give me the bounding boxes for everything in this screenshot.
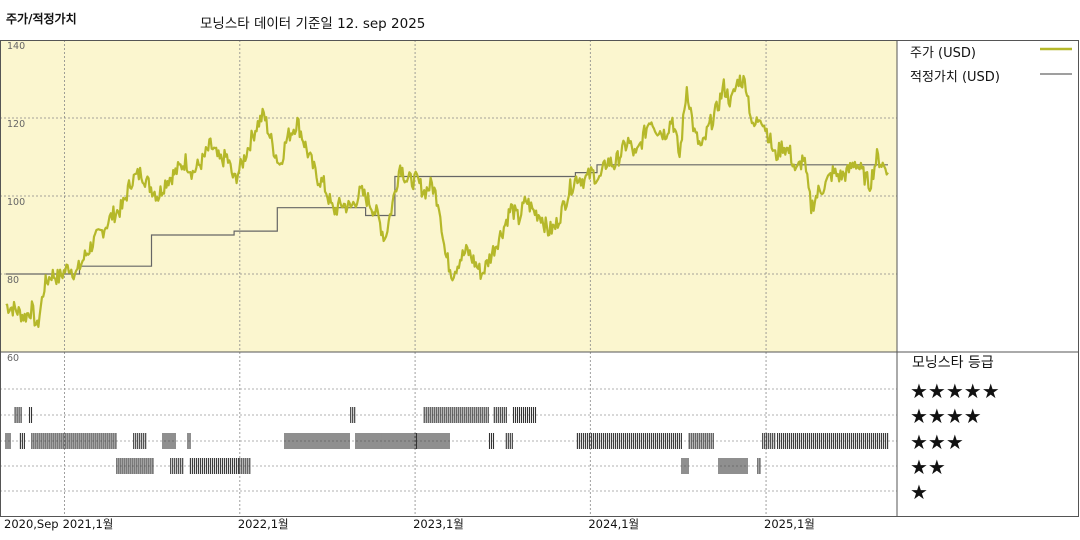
x-tick-label-0: 2020,Sep xyxy=(4,517,59,531)
rating-segment-19 xyxy=(488,433,495,449)
rating-segment-3 xyxy=(19,433,25,449)
legend-price-label: 주가 (USD) xyxy=(910,46,976,61)
rating-segment-1 xyxy=(28,407,33,423)
rating-segment-27 xyxy=(777,433,889,449)
rating-segment-25 xyxy=(757,458,761,474)
legend-fair-value-label: 적정가치 (USD) xyxy=(910,70,1000,85)
rating-2-stars: ★★ xyxy=(910,455,946,479)
rating-segment-12 xyxy=(284,433,350,449)
rating-segment-13 xyxy=(350,407,356,423)
x-tick-label-4: 2024,1월 xyxy=(588,517,639,531)
rating-3-stars: ★★★ xyxy=(910,430,964,454)
rating-segment-9 xyxy=(170,458,184,474)
rating-segment-23 xyxy=(681,458,689,474)
legend-swatches xyxy=(1040,47,1072,75)
rating-5-stars: ★★★★★ xyxy=(910,379,1000,403)
rating-segment-14 xyxy=(355,433,417,449)
rating-segment-17 xyxy=(493,407,507,423)
x-tick-label-1: 2021,1월 xyxy=(63,517,114,531)
rating-segment-6 xyxy=(162,433,176,449)
outer-frame xyxy=(0,40,1079,517)
rating-segment-10 xyxy=(189,458,239,474)
rating-4-stars: ★★★★ xyxy=(910,404,982,428)
rating-segment-15 xyxy=(416,433,450,449)
data-date-subtitle: 모닝스타 데이터 기준일 12. sep 2025 xyxy=(200,16,426,32)
axis-labels: 60 80 100 120 140 2020,Sep 2021,1월 2022,1월 2023,… xyxy=(4,41,815,531)
x-tick-label-3: 2023,1월 xyxy=(413,517,464,531)
page-title: 주가/적정가치 xyxy=(6,12,77,26)
rating-segment-5 xyxy=(133,433,147,449)
x-tick-label-2: 2022,1월 xyxy=(238,517,289,531)
rating-segment-18 xyxy=(512,407,537,423)
y-tick-label-140: 140 xyxy=(7,41,25,52)
rating-segment-21 xyxy=(576,433,682,449)
rating-history xyxy=(5,407,889,474)
rating-segment-4 xyxy=(31,433,117,449)
fair-value-series xyxy=(6,164,888,275)
rating-segment-26 xyxy=(762,433,776,449)
rating-segment-11 xyxy=(239,458,251,474)
y-tick-label-120: 120 xyxy=(7,119,25,130)
chart-frame xyxy=(0,40,1079,517)
rating-segment-7 xyxy=(187,433,191,449)
rating-segment-22 xyxy=(688,433,714,449)
rating-segment-16 xyxy=(423,407,489,423)
rating-segment-2 xyxy=(5,433,11,449)
rating-segment-24 xyxy=(718,458,748,474)
y-tick-label-100: 100 xyxy=(7,197,25,208)
y-tick-label-60: 60 xyxy=(7,353,19,364)
fair-value-line xyxy=(6,164,888,275)
rating-segment-8 xyxy=(116,458,154,474)
rating-panel-title: 모닝스타 등급 xyxy=(912,355,994,371)
price-line xyxy=(5,74,889,328)
rating-1-star: ★ xyxy=(910,480,928,504)
price-series xyxy=(5,74,889,328)
x-tick-label-5: 2025,1월 xyxy=(764,517,815,531)
y-tick-label-80: 80 xyxy=(7,275,19,286)
rating-segment-0 xyxy=(14,407,22,423)
rating-segment-20 xyxy=(505,433,513,449)
